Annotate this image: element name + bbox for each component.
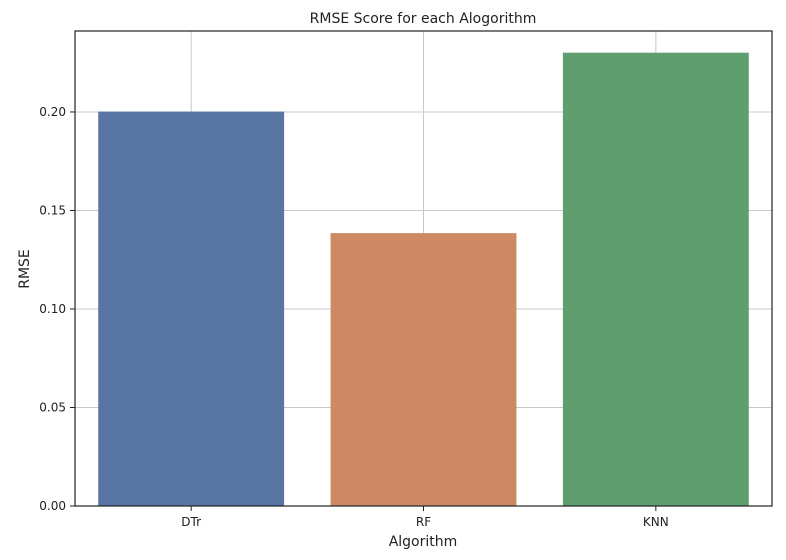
x-axis-label: Algorithm [389, 534, 458, 550]
y-axis: 0.00 0.05 0.10 0.15 0.20 [39, 105, 75, 513]
bar-knn [562, 52, 749, 506]
y-axis-label: RMSE [17, 249, 33, 289]
bars [98, 52, 749, 506]
y-tick-label: 0.05 [39, 400, 66, 414]
chart-title: RMSE Score for each Alogorithm [310, 11, 537, 27]
bar-rf [330, 233, 517, 506]
x-tick-label: RF [416, 515, 431, 529]
x-tick-label: DTr [181, 515, 201, 529]
x-axis: DTr RF KNN [181, 506, 669, 529]
y-tick-label: 0.00 [39, 499, 66, 513]
x-tick-label: KNN [643, 515, 669, 529]
y-tick-label: 0.15 [39, 203, 66, 217]
bar-dtr [98, 111, 285, 506]
y-tick-label: 0.10 [39, 302, 66, 316]
y-tick-label: 0.20 [39, 105, 66, 119]
